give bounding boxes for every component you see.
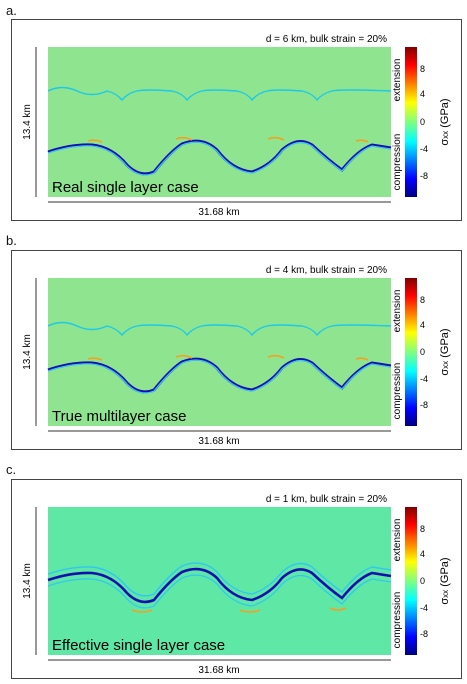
panel-c-figure: d = 1 km, bulk strain = 20% Effective si… <box>22 494 451 676</box>
lower-layer-extension <box>87 354 369 361</box>
height-label: 13.4 km <box>22 563 33 599</box>
layer-lower-band <box>47 574 392 609</box>
panel-b: d = 4 km, bulk strain = 20% True multila… <box>11 250 462 450</box>
lower-layer-core <box>47 141 392 176</box>
sigma-label: σxx (GPa) <box>439 557 451 604</box>
lower-layer-compression <box>47 139 392 176</box>
params-text: d = 6 km, bulk strain = 20% <box>266 34 387 45</box>
panel-c: d = 1 km, bulk strain = 20% Effective si… <box>11 479 462 679</box>
panel-a: d = 6 km, bulk strain = 20% Real single … <box>11 19 462 221</box>
colorbar <box>405 47 417 197</box>
panel-b-figure: d = 4 km, bulk strain = 20% True multila… <box>22 265 451 447</box>
model-domain <box>48 47 391 197</box>
height-label: 13.4 km <box>22 104 33 140</box>
compression-label: compression <box>392 592 403 649</box>
tick-4: 4 <box>420 89 425 99</box>
extension-label: extension <box>392 519 403 562</box>
extension-label: extension <box>392 59 403 102</box>
tick-0: 0 <box>420 347 425 357</box>
layer-upper-band <box>47 562 392 597</box>
lower-layer-extension <box>87 136 369 143</box>
width-label: 31.68 km <box>198 665 239 676</box>
tick-neg4: -4 <box>420 374 428 384</box>
params-text: d = 4 km, bulk strain = 20% <box>266 265 387 276</box>
case-label: Real single layer case <box>52 179 199 196</box>
tick-neg4: -4 <box>420 603 428 613</box>
panel-letter-b: b. <box>6 233 17 248</box>
sigma-label: σxx (GPa) <box>439 98 451 145</box>
colorbar <box>405 278 417 426</box>
tick-8: 8 <box>420 64 425 74</box>
lower-layer-core <box>47 359 392 394</box>
tick-0: 0 <box>420 117 425 127</box>
tick-4: 4 <box>420 549 425 559</box>
tick-8: 8 <box>420 524 425 534</box>
sigma-label: σxx (GPa) <box>439 328 451 375</box>
height-label: 13.4 km <box>22 334 33 370</box>
panel-a-figure: d = 6 km, bulk strain = 20% Real single … <box>22 34 451 218</box>
panel-letter-c: c. <box>6 462 17 477</box>
model-domain <box>48 278 391 426</box>
case-label: Effective single layer case <box>52 637 225 654</box>
tick-4: 4 <box>420 320 425 330</box>
width-label: 31.68 km <box>198 207 239 218</box>
compression-label: compression <box>392 363 403 420</box>
tick-neg8: -8 <box>420 629 428 639</box>
tick-0: 0 <box>420 576 425 586</box>
panel-letter-a: a. <box>6 3 17 18</box>
width-label: 31.68 km <box>198 436 239 447</box>
case-label: True multilayer case <box>52 408 187 425</box>
layer-extension <box>131 607 347 613</box>
colorbar <box>405 507 417 655</box>
tick-neg8: -8 <box>420 171 428 181</box>
layer-compression <box>47 567 392 604</box>
lower-layer-compression <box>47 357 392 394</box>
tick-neg4: -4 <box>420 144 428 154</box>
params-text: d = 1 km, bulk strain = 20% <box>266 494 387 505</box>
extension-label: extension <box>392 290 403 333</box>
tick-8: 8 <box>420 295 425 305</box>
upper-layer <box>47 86 392 102</box>
tick-neg8: -8 <box>420 400 428 410</box>
upper-layer <box>47 321 392 337</box>
compression-label: compression <box>392 134 403 191</box>
